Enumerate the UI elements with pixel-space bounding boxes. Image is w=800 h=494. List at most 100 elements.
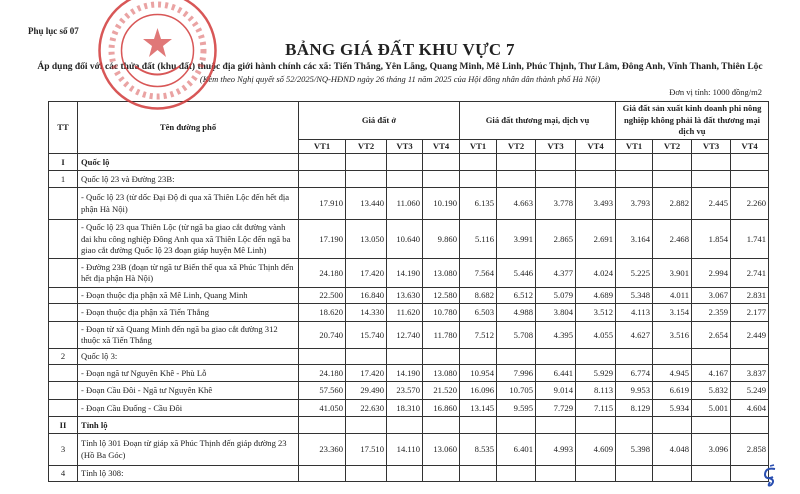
price-cell: 57.560 xyxy=(298,381,346,401)
price-cell xyxy=(574,153,617,172)
price-cell xyxy=(730,153,770,172)
price-cell: 3.154 xyxy=(652,303,693,323)
row-number xyxy=(48,219,78,260)
price-cell: 6.512 xyxy=(496,287,536,305)
row-number: II xyxy=(48,416,78,435)
price-cell: 4.024 xyxy=(574,258,617,289)
price-cell: 4.113 xyxy=(615,303,654,323)
price-cell: 7.564 xyxy=(459,258,497,289)
unit-label: Đơn vị tính: 1000 đồng/m2 xyxy=(669,87,762,97)
row-number: 4 xyxy=(48,465,78,483)
price-cell: 16.096 xyxy=(459,381,497,401)
price-cell xyxy=(652,465,693,483)
price-cell xyxy=(386,170,423,189)
price-cell: 21.520 xyxy=(422,381,460,401)
row-number xyxy=(48,187,78,221)
price-cell: 5.348 xyxy=(615,287,654,305)
price-cell: 20.740 xyxy=(298,321,346,350)
price-cell xyxy=(496,170,536,189)
price-cell: 3.516 xyxy=(652,321,693,350)
price-cell: 13.440 xyxy=(345,187,387,221)
price-cell: 5.001 xyxy=(691,399,732,418)
street-name: Quốc lộ 23 và Đường 23B: xyxy=(77,170,299,189)
price-cell xyxy=(496,348,536,366)
table-row: I Quốc lộ xyxy=(48,153,770,172)
price-cell: 4.689 xyxy=(574,287,617,305)
price-cell: 2.654 xyxy=(691,321,732,350)
price-cell xyxy=(345,170,387,189)
price-cell: 8.682 xyxy=(459,287,497,305)
price-cell: 5.249 xyxy=(730,381,770,401)
price-cell xyxy=(422,465,460,483)
price-cell xyxy=(345,465,387,483)
price-cell: 7.729 xyxy=(535,399,576,418)
table-row: II Tỉnh lộ xyxy=(48,416,770,435)
header-vt: VT1 xyxy=(615,138,654,155)
price-cell xyxy=(615,153,654,172)
row-number xyxy=(48,381,78,401)
price-cell xyxy=(730,348,770,366)
row-number: 1 xyxy=(48,170,78,189)
header-vt: VT3 xyxy=(386,138,423,155)
price-cell: 8.535 xyxy=(459,433,497,467)
price-cell xyxy=(691,348,732,366)
price-cell: 5.398 xyxy=(615,433,654,467)
price-cell xyxy=(298,153,346,172)
price-cell: 11.620 xyxy=(386,303,423,323)
price-cell xyxy=(615,465,654,483)
price-cell xyxy=(652,170,693,189)
price-cell xyxy=(535,465,576,483)
row-number xyxy=(48,321,78,350)
price-cell xyxy=(345,416,387,435)
header-commercial: Giá đất thương mại, dịch vụ xyxy=(458,101,617,140)
price-cell xyxy=(459,153,497,172)
price-cell: 9.014 xyxy=(535,381,576,401)
price-cell: 14.190 xyxy=(386,364,423,383)
price-cell xyxy=(652,348,693,366)
price-cell: 10.954 xyxy=(459,364,497,383)
price-cell: 17.420 xyxy=(345,364,387,383)
price-cell: 15.740 xyxy=(345,321,387,350)
price-cell: 22.500 xyxy=(298,287,346,305)
price-cell: 10.190 xyxy=(422,187,460,221)
table-row: 1 Quốc lộ 23 và Đường 23B: xyxy=(48,170,770,189)
price-cell: 5.225 xyxy=(615,258,654,289)
price-cell: 23.570 xyxy=(386,381,423,401)
street-name: - Quốc lộ 23 qua Thiên Lộc (từ ngã ba gi… xyxy=(77,219,299,260)
price-cell xyxy=(535,170,576,189)
price-cell: 41.050 xyxy=(298,399,346,418)
price-cell: 5.934 xyxy=(652,399,693,418)
price-cell xyxy=(574,348,617,366)
price-cell: 14.190 xyxy=(386,258,423,289)
price-cell xyxy=(691,465,732,483)
street-name: - Đoạn Cầu Đôi - Ngã tư Nguyên Khê xyxy=(77,381,299,401)
street-name: - Đoạn thuộc địa phận xã Mê Linh, Quang … xyxy=(77,287,299,305)
price-cell: 14.330 xyxy=(345,303,387,323)
price-cell: 5.832 xyxy=(691,381,732,401)
price-cell xyxy=(345,348,387,366)
price-cell: 16.860 xyxy=(422,399,460,418)
price-cell xyxy=(574,465,617,483)
price-cell: 24.180 xyxy=(298,364,346,383)
price-cell xyxy=(422,416,460,435)
price-cell xyxy=(345,153,387,172)
price-cell: 4.604 xyxy=(730,399,770,418)
price-cell xyxy=(496,416,536,435)
price-cell: 2.468 xyxy=(652,219,693,260)
table-row: - Đoạn Cầu Đuống - Cầu Đôi 41.050 22.630 18… xyxy=(48,399,770,418)
price-cell: 5.116 xyxy=(459,219,497,260)
price-cell: 5.708 xyxy=(496,321,536,350)
price-cell xyxy=(691,153,732,172)
price-cell: 13.145 xyxy=(459,399,497,418)
table-row: - Đoạn từ xã Quang Minh đến ngã ba giao … xyxy=(48,321,770,350)
price-cell: 29.490 xyxy=(345,381,387,401)
header-residential: Giá đất ở xyxy=(298,101,460,140)
price-cell: 10.705 xyxy=(496,381,536,401)
street-name: - Đoạn ngã tư Nguyên Khê - Phù Lỗ xyxy=(77,364,299,383)
price-cell: 17.190 xyxy=(298,219,346,260)
price-cell: 9.860 xyxy=(422,219,460,260)
price-cell: 17.420 xyxy=(345,258,387,289)
price-cell: 2.741 xyxy=(730,258,770,289)
price-cell: 4.048 xyxy=(652,433,693,467)
price-cell xyxy=(386,153,423,172)
